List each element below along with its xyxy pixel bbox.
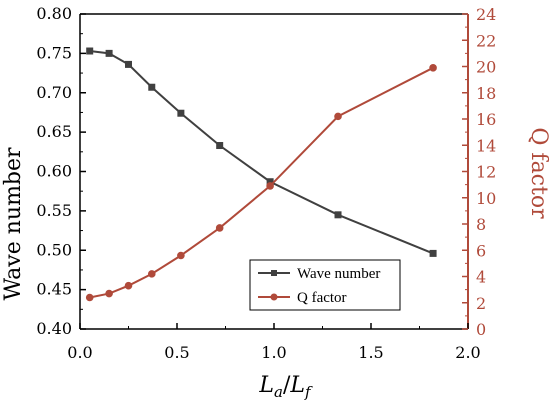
- q-factor-point: [177, 251, 185, 260]
- left-y-axis-title: Wave number: [1, 147, 26, 301]
- x-tick-label: 1.5: [358, 343, 383, 362]
- y-left-tick-label: 0.40: [36, 319, 72, 338]
- q-factor-point: [215, 224, 224, 232]
- wave-number-point: [86, 47, 94, 55]
- q-factor-point: [266, 182, 274, 190]
- x-tick-label: 0.0: [67, 343, 92, 362]
- x-axis-title: La/Lf: [258, 373, 313, 401]
- wave-number-point: [125, 60, 132, 68]
- y-right-tick-label: 4: [476, 268, 486, 287]
- wave-number-point: [177, 109, 185, 117]
- legend-box: [249, 259, 401, 311]
- y-left-tick-label: 0.45: [36, 280, 72, 299]
- legend-q-label: Q factor: [297, 290, 347, 306]
- wave-number-point: [105, 49, 113, 57]
- q-factor-point: [334, 112, 342, 121]
- x-tick-label: 1.0: [261, 343, 286, 362]
- legend-q-marker: [270, 293, 278, 301]
- wave-number-point: [266, 178, 274, 186]
- y-right-tick-label: 0: [476, 320, 486, 339]
- q-factor-point: [124, 281, 133, 290]
- q-factor-point: [105, 289, 113, 298]
- q-factor-point: [429, 64, 437, 72]
- y-left-tick-label: 0.65: [36, 122, 72, 141]
- x-tick-label: 0.5: [164, 343, 189, 362]
- legend-wave-marker: [271, 270, 277, 276]
- wave-number-point: [216, 142, 224, 150]
- y-right-tick-label: 8: [476, 215, 486, 234]
- y-left-tick-label: 0.60: [36, 162, 72, 181]
- x-tick-label: 2.0: [455, 343, 480, 362]
- wave-number-point: [429, 249, 437, 257]
- q-factor-point: [147, 270, 156, 278]
- y-right-tick-label: 12: [476, 163, 496, 182]
- right-y-axis-title: Q factor: [526, 127, 550, 219]
- wave-number-point: [148, 83, 156, 91]
- legend-wave-label: Wave number: [297, 266, 380, 282]
- y-left-tick-label: 0.75: [36, 43, 72, 62]
- series-layer: [85, 47, 437, 302]
- y-right-tick-label: 24: [476, 5, 496, 24]
- y-right-tick-label: 22: [476, 31, 496, 50]
- y-right-tick-label: 16: [476, 110, 496, 129]
- y-right-tick-label: 10: [476, 189, 496, 208]
- y-left-tick-label: 0.50: [36, 240, 72, 259]
- x-axis-ticks: 0.0 0.5 1.0 1.5 2.0: [67, 323, 481, 362]
- y-right-tick-label: 14: [476, 136, 496, 155]
- wave-number-series-line: [89, 50, 434, 255]
- left-y-axis-ticks: 0.40 0.45 0.50 0.55 0.60 0.65 0.70 0.75 0.80: [36, 4, 86, 338]
- q-factor-point: [85, 293, 94, 302]
- y-left-tick-label: 0.70: [36, 83, 72, 102]
- wave-number-point: [334, 211, 342, 219]
- y-left-tick-label: 0.80: [36, 4, 72, 23]
- legend: Wave number Q factor: [249, 259, 401, 311]
- y-right-tick-label: 18: [476, 84, 496, 103]
- y-right-tick-label: 2: [476, 294, 486, 313]
- y-right-tick-label: 20: [476, 58, 496, 77]
- y-right-tick-label: 6: [476, 241, 486, 260]
- y-left-tick-label: 0.55: [36, 201, 72, 220]
